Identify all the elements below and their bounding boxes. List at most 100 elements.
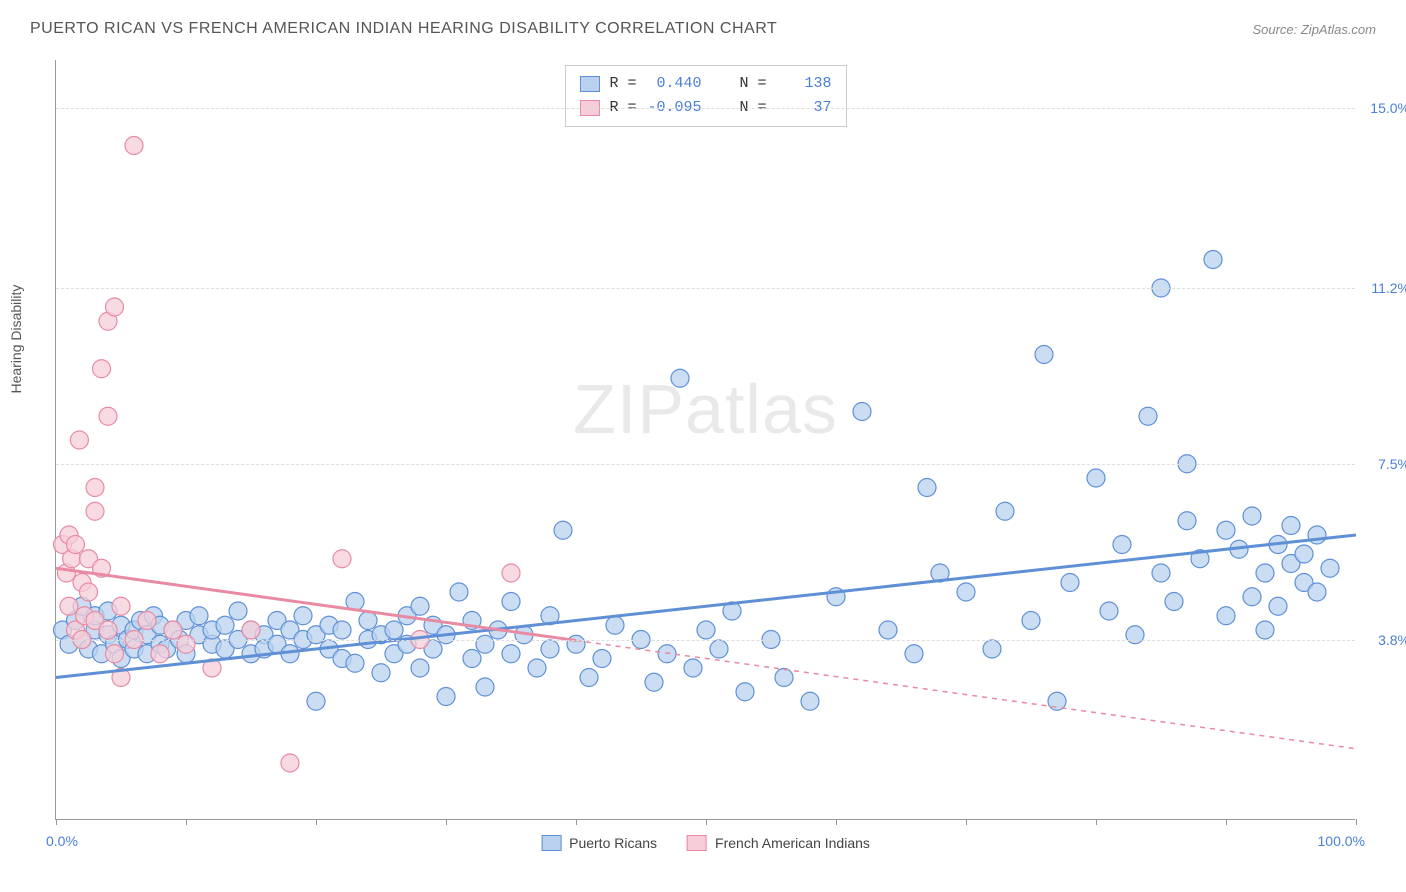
data-point: [164, 621, 182, 639]
data-point: [125, 137, 143, 155]
x-tick: [186, 819, 187, 825]
data-point: [1256, 621, 1274, 639]
gridline: [56, 108, 1355, 109]
data-point: [1061, 574, 1079, 592]
data-point: [1126, 626, 1144, 644]
x-tick: [56, 819, 57, 825]
data-point: [1295, 545, 1313, 563]
data-point: [541, 640, 559, 658]
x-tick: [1226, 819, 1227, 825]
data-point: [106, 298, 124, 316]
data-point: [1087, 469, 1105, 487]
gridline: [56, 464, 1355, 465]
data-point: [1256, 564, 1274, 582]
data-point: [1204, 251, 1222, 269]
data-point: [359, 612, 377, 630]
data-point: [606, 616, 624, 634]
y-axis-title: Hearing Disability: [8, 284, 24, 393]
x-axis-min-label: 0.0%: [46, 833, 78, 849]
data-point: [242, 621, 260, 639]
stat-n-label: N =: [740, 72, 767, 96]
x-tick: [966, 819, 967, 825]
data-point: [346, 654, 364, 672]
gridline: [56, 640, 1355, 641]
data-point: [99, 407, 117, 425]
data-point: [736, 683, 754, 701]
data-point: [879, 621, 897, 639]
chart-title: PUERTO RICAN VS FRENCH AMERICAN INDIAN H…: [30, 20, 777, 38]
data-point: [294, 607, 312, 625]
data-point: [502, 593, 520, 611]
source-attribution: Source: ZipAtlas.com: [1252, 22, 1376, 37]
x-tick: [1356, 819, 1357, 825]
data-point: [853, 403, 871, 421]
data-point: [554, 521, 572, 539]
chart-plot-area: Hearing Disability ZIPatlas R =0.440 N =…: [55, 60, 1355, 820]
data-point: [138, 612, 156, 630]
data-point: [67, 536, 85, 554]
data-point: [1217, 607, 1235, 625]
data-point: [1139, 407, 1157, 425]
data-point: [502, 645, 520, 663]
data-point: [1217, 521, 1235, 539]
data-point: [229, 602, 247, 620]
x-tick: [1096, 819, 1097, 825]
data-point: [957, 583, 975, 601]
legend-swatch: [541, 835, 561, 851]
data-point: [697, 621, 715, 639]
legend-label: Puerto Ricans: [569, 835, 657, 851]
y-tick-label: 7.5%: [1378, 456, 1406, 472]
data-point: [372, 664, 390, 682]
data-point: [463, 650, 481, 668]
data-point: [684, 659, 702, 677]
data-point: [1113, 536, 1131, 554]
y-tick-label: 15.0%: [1370, 100, 1406, 116]
data-point: [1308, 583, 1326, 601]
x-tick: [706, 819, 707, 825]
x-tick: [316, 819, 317, 825]
legend-swatch: [687, 835, 707, 851]
x-axis-max-label: 100.0%: [1318, 833, 1365, 849]
legend-item: Puerto Ricans: [541, 835, 657, 851]
data-point: [996, 502, 1014, 520]
legend-label: French American Indians: [715, 835, 870, 851]
data-point: [70, 431, 88, 449]
data-point: [801, 692, 819, 710]
gridline: [56, 288, 1355, 289]
data-point: [99, 621, 117, 639]
data-point: [918, 479, 936, 497]
y-tick-label: 11.2%: [1371, 280, 1406, 296]
data-point: [93, 360, 111, 378]
data-point: [983, 640, 1001, 658]
data-point: [580, 669, 598, 687]
data-point: [1243, 588, 1261, 606]
data-point: [333, 621, 351, 639]
data-point: [86, 502, 104, 520]
legend-swatch: [579, 76, 599, 92]
scatter-svg: [56, 60, 1355, 819]
data-point: [385, 621, 403, 639]
data-point: [1243, 507, 1261, 525]
data-point: [593, 650, 611, 668]
stats-legend-box: R =0.440 N =138R =-0.095 N =37: [564, 65, 846, 127]
data-point: [190, 607, 208, 625]
data-point: [476, 678, 494, 696]
data-point: [80, 583, 98, 601]
stat-r-label: R =: [609, 72, 636, 96]
data-point: [1022, 612, 1040, 630]
bottom-legend: Puerto Ricans French American Indians: [541, 835, 870, 851]
data-point: [450, 583, 468, 601]
data-point: [437, 688, 455, 706]
y-tick-label: 3.8%: [1378, 632, 1406, 648]
data-point: [671, 369, 689, 387]
stat-n-value: 138: [777, 72, 832, 96]
x-tick: [836, 819, 837, 825]
x-tick: [576, 819, 577, 825]
legend-item: French American Indians: [687, 835, 870, 851]
source-link[interactable]: ZipAtlas.com: [1301, 22, 1376, 37]
trend-line-extrapolated: [576, 640, 1356, 748]
data-point: [1035, 346, 1053, 364]
stat-r-value: 0.440: [646, 72, 701, 96]
data-point: [567, 635, 585, 653]
data-point: [307, 692, 325, 710]
